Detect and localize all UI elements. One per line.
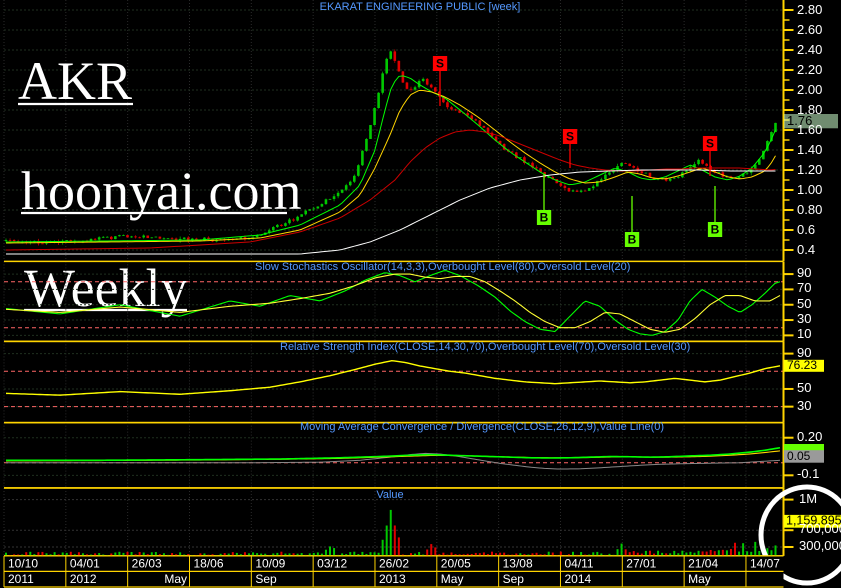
svg-text:Moving Average Convergence / D: Moving Average Convergence / Divergence(… <box>300 421 664 433</box>
svg-text:2012: 2012 <box>70 572 97 586</box>
svg-text:18/06: 18/06 <box>193 556 223 570</box>
svg-text:B: B <box>628 233 637 247</box>
svg-text:20/05: 20/05 <box>441 556 471 570</box>
svg-text:Sep: Sep <box>255 572 277 586</box>
svg-text:S: S <box>436 57 444 71</box>
svg-text:0.05: 0.05 <box>787 449 811 463</box>
svg-text:21/04: 21/04 <box>688 556 718 570</box>
svg-text:May: May <box>164 572 187 586</box>
svg-text:14/07: 14/07 <box>750 556 780 570</box>
svg-text:26/03: 26/03 <box>132 556 162 570</box>
svg-text:B: B <box>711 223 720 237</box>
svg-text:S: S <box>706 137 714 151</box>
svg-text:May: May <box>441 572 464 586</box>
svg-text:27/01: 27/01 <box>626 556 656 570</box>
svg-text:S: S <box>566 130 574 144</box>
svg-text:Sep: Sep <box>503 572 525 586</box>
svg-text:10/09: 10/09 <box>255 556 285 570</box>
svg-text:03/12: 03/12 <box>317 556 347 570</box>
svg-text:04/01: 04/01 <box>70 556 100 570</box>
svg-text:10/10: 10/10 <box>8 556 38 570</box>
svg-text:2013: 2013 <box>379 572 406 586</box>
svg-text:26/02: 26/02 <box>379 556 409 570</box>
svg-text:Value: Value <box>376 489 403 501</box>
svg-text:76.23: 76.23 <box>787 358 817 372</box>
svg-text:May: May <box>688 572 711 586</box>
svg-text:B: B <box>540 211 549 225</box>
svg-text:Slow Stochastics Oscillator(14: Slow Stochastics Oscillator(14,3,3),Over… <box>255 261 630 273</box>
svg-text:EKARAT ENGINEERING PUBLIC [wee: EKARAT ENGINEERING PUBLIC [week] <box>320 1 521 13</box>
svg-text:2011: 2011 <box>8 572 34 586</box>
svg-text:2014: 2014 <box>564 572 591 586</box>
svg-text:Relative Strength Index(CLOSE,: Relative Strength Index(CLOSE,14,30,70),… <box>280 341 690 353</box>
svg-text:AKR: AKR <box>18 51 132 111</box>
svg-text:13/08: 13/08 <box>503 556 533 570</box>
svg-text:04/11: 04/11 <box>564 556 593 570</box>
